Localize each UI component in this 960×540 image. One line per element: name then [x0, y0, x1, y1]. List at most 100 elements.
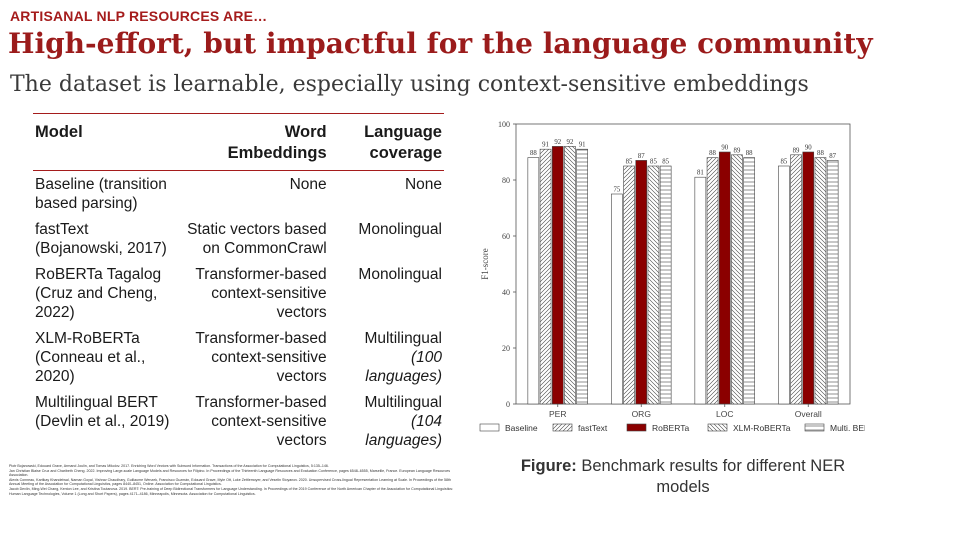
legend-label: fastText [578, 423, 608, 433]
data-label: 87 [638, 153, 645, 160]
y-tick-label: 20 [502, 344, 510, 353]
legend-label: Multi. BERT [830, 423, 865, 433]
cell-embeddings: Transformer-based context-sensitive vector… [195, 330, 327, 385]
table-row: fastText (Bojanowski, 2017) Static vectors… [33, 217, 444, 262]
plot-frame [515, 123, 851, 405]
data-label: 91 [579, 142, 586, 149]
x-tick-label: Overall [795, 409, 822, 419]
data-label: 88 [709, 150, 716, 157]
bar-multi-bert [826, 160, 839, 405]
legend-label: XLM-RoBERTa [733, 423, 791, 433]
header-model: Model [35, 123, 83, 141]
legend-swatch [479, 423, 500, 432]
data-label: 90 [721, 145, 728, 152]
data-label: 89 [793, 147, 800, 154]
table-row: Multilingual BERT (Devlin et al., 2019) Tr… [33, 390, 444, 450]
legend-swatch [707, 423, 728, 432]
cell-embeddings: Static vectors based on CommonCrawl [187, 221, 327, 257]
y-axis-label: F1-score [480, 248, 490, 280]
kicker: ARTISANAL NLP RESOURCES ARE… [10, 8, 268, 24]
cell-embeddings: Transformer-based context-sensitive vector… [195, 266, 327, 321]
chart-svg: 0 20 40 60 80 100 F1-score 88 91 92 92 91 PER 75 85 87 8… [479, 120, 875, 433]
reference-entry: Piotr Bojanowski, Edouard Grave, Armand … [9, 464, 329, 468]
bar-roberta [802, 151, 815, 405]
figure-caption: Figure: Benchmark results for different … [496, 456, 870, 498]
cell-coverage: Monolingual [358, 266, 442, 283]
x-tick-label: PER [549, 409, 566, 419]
bar-xlm-roberta [814, 157, 827, 405]
data-label: 85 [662, 159, 669, 166]
y-tick-label: 60 [502, 232, 510, 241]
data-label: 81 [697, 170, 704, 177]
bar-fasttext [706, 157, 719, 405]
data-label: 88 [746, 150, 753, 157]
data-label: 91 [542, 142, 549, 149]
bar-fasttext [790, 154, 802, 405]
benchmark-chart: 0 20 40 60 80 100 F1-score 88 91 92 92 91 PER 75 85 87 8… [470, 112, 875, 444]
cell-coverage: Multilingual (100 languages) [364, 330, 442, 385]
cell-coverage: Multilingual (104 languages) [364, 394, 442, 449]
data-label: 87 [829, 153, 836, 160]
legend-label: Baseline [505, 423, 538, 433]
y-tick-label: 100 [498, 120, 510, 129]
data-label: 85 [626, 159, 633, 166]
bar-roberta [551, 146, 564, 405]
bar-xlm-roberta [731, 154, 743, 405]
bar-multi-bert [743, 157, 755, 405]
table-row: XLM-RoBERTa (Conneau et al., 2020) Transfor… [33, 326, 444, 390]
legend-swatch [552, 423, 573, 432]
legend-swatch [626, 423, 647, 432]
header-embeddings: Word Embeddings [227, 123, 327, 162]
legend-label: RoBERTa [652, 423, 689, 433]
table-row: Baseline (transition based parsing) None No… [33, 171, 444, 218]
references: Piotr Bojanowski, Edouard Grave, Armand … [9, 464, 459, 496]
bar-baseline [778, 165, 790, 405]
bar-roberta [635, 160, 648, 405]
bar-fasttext [623, 165, 635, 405]
models-table: Model Word Embeddings Language coverage Ba… [33, 113, 444, 450]
cell-model: RoBERTa Tagalog (Cruz and Cheng, 2022) [35, 266, 162, 321]
cell-model: Multilingual BERT (Devlin et al., 2019) [35, 394, 170, 430]
x-tick-label: LOC [716, 409, 733, 419]
table-row: RoBERTa Tagalog (Cruz and Cheng, 2022) Tran… [33, 262, 444, 326]
page-subtitle: The dataset is learnable, especially usi… [10, 72, 809, 97]
header-coverage: Language coverage [364, 123, 442, 162]
cell-embeddings: Transformer-based context-sensitive vector… [195, 394, 327, 449]
bar-xlm-roberta [647, 165, 660, 405]
cell-embeddings: None [289, 176, 327, 193]
data-label: 89 [734, 147, 741, 154]
data-label: 88 [817, 150, 824, 157]
data-label: 85 [650, 159, 657, 166]
reference-entry: Jacob Devlin, Ming-Wei Chang, Kenton Lee… [9, 486, 454, 496]
data-label: 90 [805, 145, 812, 152]
bar-baseline [611, 193, 623, 405]
data-label: 92 [567, 139, 574, 146]
cell-coverage: Monolingual [358, 221, 442, 238]
bar-baseline [527, 157, 540, 405]
data-label: 75 [613, 187, 620, 194]
bar-xlm-roberta [564, 146, 576, 405]
page-title: High-effort, but impactful for the langu… [8, 27, 873, 60]
data-label: 88 [530, 150, 537, 157]
data-label: 85 [780, 159, 787, 166]
y-tick-label: 0 [506, 400, 510, 409]
cell-model: fastText (Bojanowski, 2017) [35, 221, 167, 257]
figure-caption-text: Benchmark results for different NER mode… [576, 457, 846, 496]
table-header-row: Model Word Embeddings Language coverage [33, 114, 444, 171]
cell-model: XLM-RoBERTa (Conneau et al., 2020) [35, 330, 146, 385]
legend-swatch [804, 423, 825, 432]
reference-entry: Alexis Conneau, Kartikay Khandelwal, Nam… [9, 477, 451, 487]
data-label: 92 [554, 139, 561, 146]
bar-roberta [718, 151, 731, 405]
bar-multi-bert [576, 148, 588, 405]
bar-multi-bert [659, 165, 672, 405]
bar-baseline [694, 176, 707, 405]
y-tick-label: 80 [502, 176, 510, 185]
y-tick-label: 40 [502, 288, 510, 297]
figure-caption-label: Figure: [520, 457, 577, 475]
cell-coverage: None [404, 176, 442, 193]
x-tick-label: ORG [632, 409, 651, 419]
reference-entry: Jan Christian Blaise Cruz and Charibeth … [9, 468, 451, 478]
bar-fasttext [539, 148, 552, 405]
cell-model: Baseline (transition based parsing) [35, 176, 167, 212]
